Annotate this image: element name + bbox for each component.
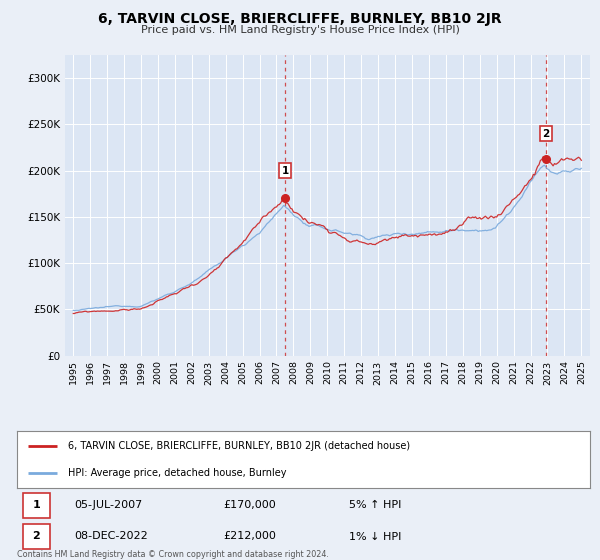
Text: 5% ↑ HPI: 5% ↑ HPI — [349, 500, 401, 510]
Text: Contains HM Land Registry data © Crown copyright and database right 2024.
This d: Contains HM Land Registry data © Crown c… — [17, 550, 329, 560]
Text: 1: 1 — [32, 500, 40, 510]
Text: HPI: Average price, detached house, Burnley: HPI: Average price, detached house, Burn… — [68, 468, 287, 478]
Text: 08-DEC-2022: 08-DEC-2022 — [74, 531, 148, 542]
Text: 1% ↓ HPI: 1% ↓ HPI — [349, 531, 401, 542]
Text: 6, TARVIN CLOSE, BRIERCLIFFE, BURNLEY, BB10 2JR (detached house): 6, TARVIN CLOSE, BRIERCLIFFE, BURNLEY, B… — [68, 441, 410, 451]
Text: Price paid vs. HM Land Registry's House Price Index (HPI): Price paid vs. HM Land Registry's House … — [140, 25, 460, 35]
Text: 2: 2 — [542, 129, 550, 138]
Text: 2: 2 — [32, 531, 40, 542]
Text: 6, TARVIN CLOSE, BRIERCLIFFE, BURNLEY, BB10 2JR: 6, TARVIN CLOSE, BRIERCLIFFE, BURNLEY, B… — [98, 12, 502, 26]
FancyBboxPatch shape — [23, 493, 50, 517]
Text: 05-JUL-2007: 05-JUL-2007 — [74, 500, 142, 510]
FancyBboxPatch shape — [23, 524, 50, 549]
Text: £170,000: £170,000 — [223, 500, 276, 510]
Text: 1: 1 — [281, 166, 289, 175]
Text: £212,000: £212,000 — [223, 531, 276, 542]
